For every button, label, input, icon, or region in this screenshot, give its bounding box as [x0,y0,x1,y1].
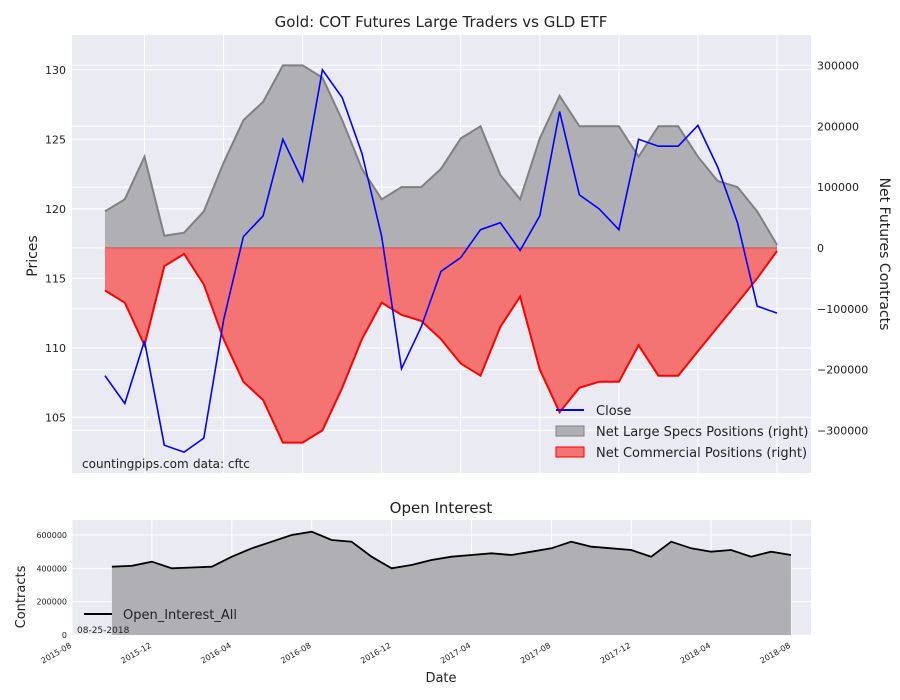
open-interest-tick-label: 200000 [36,598,67,607]
date-x-axis-label: Date [425,671,456,686]
open-interest-tick-label: 600000 [36,531,67,540]
open-interest-chart-title: Open Interest [390,499,493,517]
legend-commercial-swatch [555,446,585,458]
open-interest-line [111,530,792,570]
large-specs-line [104,64,778,246]
net-contracts-tick-label: 200000 [817,120,859,133]
net-contracts-tick-label: −200000 [817,364,868,377]
price-chart-title: Gold: COT Futures Large Traders vs GLD E… [275,13,608,31]
net-contracts-tick-label: 300000 [817,59,859,72]
date-tick-label: 2018-08 [759,641,792,666]
legend-commercial-label: Net Commercial Positions (right) [596,446,807,461]
data-source-label: data: cftc [193,457,250,471]
legend-close-label: Close [596,404,631,419]
legend-large-specs-label: Net Large Specs Positions (right) [596,425,808,440]
source-watermark: countingpips.com [82,457,189,471]
net-contracts-tick-label: 100000 [817,181,859,194]
price-lines [104,64,778,453]
date-x-ticks: 2015-08 2015-12 2016-04 2016-08 2016-12 2017-… [40,641,792,666]
price-panel: 105 110 115 120 125 130 −300000 −200000 −100000… [25,13,892,473]
open-interest-tick-label: 0 [62,631,67,640]
date-tick-label: 2017-12 [599,641,632,666]
net-contracts-tick-label: 0 [817,242,824,255]
legend-open-interest-label: Open_Interest_All [123,608,237,623]
date-tick-label: 2015-08 [40,641,73,666]
open-interest-area [111,530,792,635]
large-specs-area [105,65,777,248]
date-tick-label: 2017-04 [439,641,472,666]
date-tick-label: 2016-04 [199,641,232,666]
date-tick-label: 2015-12 [119,641,152,666]
net-contracts-tick-label: −300000 [817,424,868,437]
date-tick-label: 2018-04 [679,641,712,666]
price-tick-label: 130 [45,64,66,77]
left-y-ticks: 105 110 115 120 125 130 [45,64,66,425]
price-legend: Close Net Large Specs Positions (right) … [555,404,808,461]
price-y-axis-label: Prices [25,235,41,276]
right-y-ticks: −300000 −200000 −100000 0 100000 200000 300000 [817,59,868,437]
open-interest-y-ticks: 0 200000 400000 600000 [36,531,67,640]
date-tick-label: 2016-12 [359,641,392,666]
price-tick-label: 105 [45,411,66,424]
report-date-label: 08-25-2018 [77,626,130,636]
commercial-line [104,250,778,444]
price-tick-label: 125 [45,133,66,146]
price-tick-label: 115 [45,272,66,285]
commercial-area [105,247,777,443]
net-contracts-tick-label: −100000 [817,303,868,316]
net-contracts-y-axis-label: Net Futures Contracts [876,178,892,331]
open-interest-fill [111,531,792,635]
close-price-line [104,67,778,453]
legend-large-specs-swatch [555,425,585,437]
open-interest-tick-label: 400000 [36,564,67,573]
date-tick-label: 2017-08 [519,641,552,666]
price-tick-label: 120 [45,203,66,216]
date-tick-label: 2016-08 [279,641,312,666]
contracts-y-axis-label: Contracts [14,565,29,628]
open-interest-panel: 0 200000 400000 600000 2015-08 2015-12 2016-0… [14,499,811,686]
position-areas [105,65,777,443]
price-tick-label: 110 [45,342,66,355]
